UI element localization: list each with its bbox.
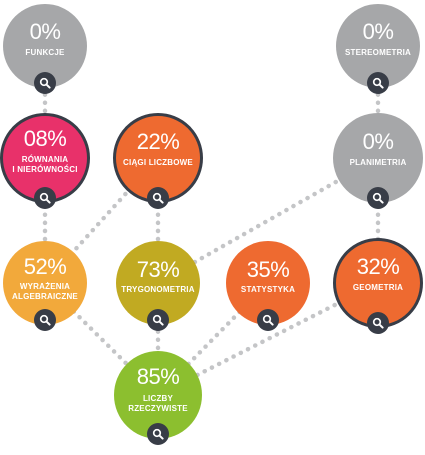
skill-percent: 0% (362, 129, 394, 154)
skill-label: I NIERÓWNOŚCI (12, 165, 78, 174)
skill-node-trygonometria[interactable]: 73% TRYGONOMETRIA (116, 241, 200, 331)
magnifier-icon (372, 317, 384, 329)
skill-node-planimetria[interactable]: 0% PLANIMETRIA (333, 113, 423, 209)
magnifier-icon (372, 77, 384, 89)
skill-percent: 22% (136, 129, 180, 154)
skill-node-ciagi[interactable]: 22% CIĄGI LICZBOWE (113, 113, 203, 209)
skill-percent: 0% (29, 19, 61, 44)
skill-percent: 85% (136, 364, 180, 389)
skill-label: CIĄGI LICZBOWE (123, 158, 193, 167)
search-button[interactable] (367, 187, 389, 209)
skill-percent: 32% (356, 254, 400, 279)
search-button[interactable] (147, 423, 169, 445)
magnifier-icon (39, 77, 51, 89)
skill-label: PLANIMETRIA (349, 158, 407, 167)
magnifier-icon (152, 314, 164, 326)
search-button[interactable] (34, 187, 56, 209)
magnifier-icon (39, 192, 51, 204)
skill-label: GEOMETRIA (352, 283, 404, 292)
skill-label: STEREOMETRIA (345, 48, 411, 57)
skill-node-rownania[interactable]: 08% RÓWNANIA I NIERÓWNOŚCI (0, 113, 90, 209)
skill-percent: 52% (23, 254, 67, 279)
search-button[interactable] (147, 187, 169, 209)
magnifier-icon (152, 192, 164, 204)
magnifier-icon (152, 428, 164, 440)
skill-label: ALGEBRAICZNE (12, 292, 78, 301)
skill-node-wyrazenia[interactable]: 52% WYRAŻENIA ALGEBRAICZNE (3, 241, 87, 331)
skill-label: WYRAŻENIA (19, 282, 71, 291)
skill-node-funkcje[interactable]: 0% FUNKCJE (3, 4, 87, 94)
skill-label: STATYSTYKA (240, 285, 296, 294)
skill-node-statystyka[interactable]: 35% STATYSTYKA (226, 241, 310, 331)
skill-node-liczby[interactable]: 85% LICZBY RZECZYWISTE (114, 351, 202, 445)
skill-label: TRYGONOMETRIA (121, 285, 195, 294)
skill-label: FUNKCJE (25, 48, 65, 57)
magnifier-icon (372, 192, 384, 204)
skill-percent: 35% (246, 257, 290, 282)
skill-node-geometria[interactable]: 32% GEOMETRIA (333, 238, 423, 334)
skill-percent: 0% (362, 19, 394, 44)
magnifier-icon (262, 314, 274, 326)
search-button[interactable] (147, 309, 169, 331)
skill-label: RZECZYWISTE (128, 404, 188, 413)
search-button[interactable] (367, 72, 389, 94)
search-button[interactable] (367, 312, 389, 334)
skill-label: LICZBY (142, 394, 174, 403)
skill-percent: 73% (136, 257, 180, 282)
skill-node-stereometria[interactable]: 0% STEREOMETRIA (336, 4, 420, 94)
search-button[interactable] (34, 72, 56, 94)
search-button[interactable] (34, 309, 56, 331)
magnifier-icon (39, 314, 51, 326)
search-button[interactable] (257, 309, 279, 331)
skill-label: RÓWNANIA (21, 155, 69, 164)
skill-percent: 08% (23, 126, 67, 151)
